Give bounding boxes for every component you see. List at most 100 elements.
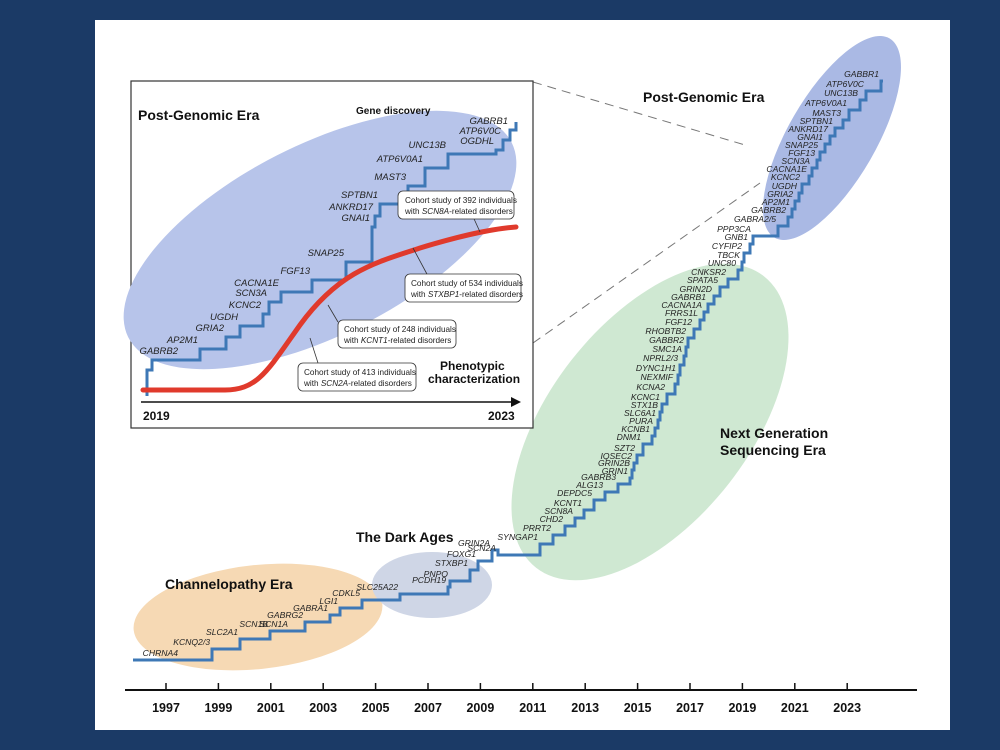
phenotypic-label-line1: Phenotypic (440, 359, 505, 373)
cohort-connector-stxbp1 (412, 247, 429, 277)
gene-label-sptbn1-65: SPTBN1 (800, 116, 834, 126)
cohort-connector-kcnt1 (327, 304, 339, 323)
inset-title: Post-Genomic Era (138, 107, 260, 123)
inset-arrow-head (511, 397, 521, 407)
main-gene-labels: CHRNA4KCNQ2/3SLC2A1SCN1BSCN1AGABRG2GABRA… (143, 69, 880, 658)
gene-label-scn3a-60: SCN3A (781, 156, 810, 166)
gene-label-scn1a-4: SCN1A (259, 619, 288, 629)
year-label-2017: 2017 (676, 701, 704, 715)
gene-label-pcdh19-10: PCDH19 (412, 575, 446, 585)
gene-label-kcnt1-20: KCNT1 (554, 498, 582, 508)
inset-gene-label-unc13b: UNC13B (409, 140, 447, 151)
year-label-2005: 2005 (362, 701, 390, 715)
inset-gene-label-scn3a: SCN3A (235, 288, 267, 299)
gene-label-gnai1-63: GNAI1 (797, 132, 823, 142)
svg-text:with SCN8A-related disorders: with SCN8A-related disorders (404, 207, 513, 216)
inset-year-start: 2019 (143, 409, 170, 423)
gene-label-stxbp1-12: STXBP1 (435, 558, 468, 568)
year-label-2001: 2001 (257, 701, 285, 715)
gene-label-cacna1a-43: CACNA1A (661, 300, 702, 310)
gene-label-unc80-48: UNC80 (708, 258, 736, 268)
gene-label-lgi1-7: LGI1 (319, 596, 338, 606)
gene-label-snap25-62: SNAP25 (785, 140, 818, 150)
gene-label-szt2-27: SZT2 (614, 443, 635, 453)
svg-text:Cohort study of 392 individual: Cohort study of 392 individuals (405, 196, 517, 205)
gene-label-gabrb3-23: GABRB3 (581, 472, 616, 482)
gene-label-pura-30: PURA (629, 416, 653, 426)
gene-label-gabrg2-5: GABRG2 (267, 610, 303, 620)
gene-label-foxg1-13: FOXG1 (447, 549, 476, 559)
dark-ages-label: The Dark Ages (356, 529, 454, 545)
inset-subtitle: Gene discovery (356, 106, 431, 117)
svg-text:Cohort study of 248 individual: Cohort study of 248 individuals (344, 325, 456, 334)
gene-label-scn1b-3: SCN1B (239, 619, 268, 629)
cohort-connector-scn2a (309, 337, 319, 364)
gene-label-kcnq2-3-1: KCNQ2/3 (173, 637, 210, 647)
gene-label-scn2a-15: SCN2A (467, 543, 496, 553)
gene-discovery-staircase (133, 79, 883, 662)
gene-label-cyfip2-50: CYFIP2 (712, 241, 742, 251)
svg-text:with KCNT1-related disorders: with KCNT1-related disorders (343, 336, 451, 345)
year-label-1999: 1999 (204, 701, 232, 715)
inset-gene-label-gnai1: GNAI1 (341, 213, 370, 224)
inset-gene-label-fgf13: FGF13 (280, 266, 310, 277)
inset-gene-staircase (145, 122, 518, 396)
dark-ages-ellipse (372, 552, 492, 618)
year-label-2007: 2007 (414, 701, 442, 715)
gene-label-ugdh-57: UGDH (772, 181, 798, 191)
gene-label-iqsec2-26: IQSEC2 (600, 451, 632, 461)
inset-gene-label-kcnc2: KCNC2 (229, 300, 262, 311)
gene-label-scn8a-19: SCN8A (544, 506, 573, 516)
cohort-note-scn2a: Cohort study of 413 individuals with SCN… (297, 362, 417, 392)
gene-label-ankrd17-64: ANKRD17 (787, 124, 829, 134)
gene-label-rhobtb2-40: RHOBTB2 (645, 326, 686, 336)
gene-label-fgf12-41: FGF12 (665, 317, 692, 327)
gene-label-nprl2-3-37: NPRL2/3 (643, 353, 678, 363)
gene-label-mast3-66: MAST3 (812, 108, 841, 118)
gene-label-kcna2-34: KCNA2 (636, 382, 665, 392)
zoom-line-bottom (532, 182, 761, 344)
year-label-2009: 2009 (466, 701, 494, 715)
inset-gene-label-ogdhl: OGDHL (460, 136, 494, 147)
inset-gene-label-atp6v0c: ATP6V0C (458, 126, 501, 137)
inset-gene-label-gria2: GRIA2 (195, 323, 224, 334)
gene-label-alg13-22: ALG13 (575, 480, 603, 490)
year-label-2011: 2011 (519, 701, 546, 715)
year-label-2003: 2003 (309, 701, 337, 715)
gene-label-unc13b-68: UNC13B (824, 88, 858, 98)
inset-gene-ellipse (123, 110, 517, 370)
inset-gene-label-mast3: MAST3 (374, 172, 406, 183)
year-axis-ticks: 1997 1999 2001 2003 2005 2007 2009 2011 2013 2015… (152, 683, 861, 715)
gene-label-atp6v0a1-67: ATP6V0A1 (804, 98, 847, 108)
gene-label-frrs1l-42: FRRS1L (665, 308, 698, 318)
inset-gene-labels: GABRB2AP2M1GRIA2UGDHKCNC2SCN3ACACNA1EFGF… (139, 116, 508, 357)
phenotypic-label-line2: characterization (428, 372, 520, 386)
gene-label-grin2b-25: GRIN2B (598, 458, 630, 468)
gene-label-tbck-49: TBCK (717, 250, 741, 260)
inset-gene-label-ankrd17: ANKRD17 (328, 202, 374, 213)
gene-label-gria2-56: GRIA2 (767, 189, 793, 199)
gene-label-smc1a-38: SMC1A (652, 344, 682, 354)
gene-label-gabrb2-54: GABRB2 (751, 205, 786, 215)
gene-label-prrt2-17: PRRT2 (523, 523, 551, 533)
gene-label-slc25a22-9: SLC25A22 (356, 582, 398, 592)
inset-year-end: 2023 (488, 409, 515, 423)
gene-label-gnb1-51: GNB1 (725, 232, 749, 242)
gene-label-chd2-18: CHD2 (540, 514, 564, 524)
gene-label-cacna1e-59: CACNA1E (766, 164, 807, 174)
gene-label-slc2a1-2: SLC2A1 (206, 627, 238, 637)
channelopathy-era-label: Channelopathy Era (165, 576, 293, 592)
gene-label-nexmif-35: NEXMIF (641, 372, 674, 382)
svg-text:Cohort study of 413 individual: Cohort study of 413 individuals (304, 368, 416, 377)
year-label-1997: 1997 (152, 701, 180, 715)
year-label-2023: 2023 (833, 701, 861, 715)
svg-text:Cohort study of 534 individual: Cohort study of 534 individuals (411, 279, 523, 288)
ngs-era-ellipse (511, 263, 789, 581)
gene-label-slc6a1-31: SLC6A1 (624, 408, 656, 418)
gene-label-depdc5-21: DEPDC5 (557, 488, 592, 498)
cohort-note-scn8a: Cohort study of 392 individuals with SCN… (397, 190, 517, 220)
inset-gene-label-sptbn1: SPTBN1 (341, 190, 378, 201)
gene-label-stx1b-32: STX1B (631, 400, 658, 410)
gene-label-ppp3ca-52: PPP3CA (717, 224, 751, 234)
